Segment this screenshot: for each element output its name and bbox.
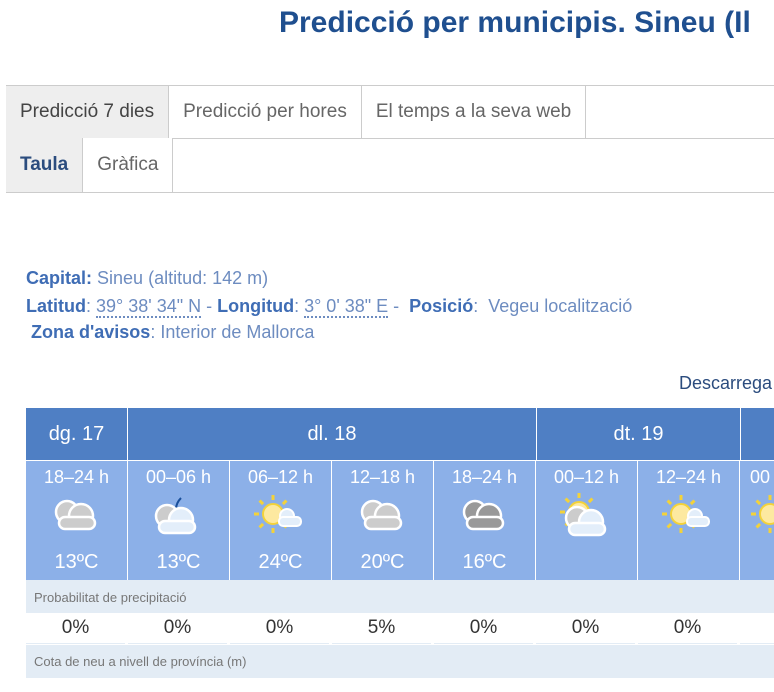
sun-icon — [740, 495, 774, 542]
location-link[interactable]: Vegeu localització — [488, 296, 633, 316]
period-cell: 12–18 h 20ºC — [332, 461, 433, 580]
lat-value: 39° 38' 34" N — [96, 296, 202, 318]
sub-tabs: Taula Gràfica — [6, 138, 774, 193]
precip-label: Probabilitat de precipitació — [26, 580, 774, 613]
period-cell: 00–12 h — [536, 461, 637, 580]
snow-value — [740, 678, 774, 692]
lon-value: 3° 0' 38" E — [304, 296, 389, 318]
cloudy-icon — [351, 499, 415, 542]
period-cell: 00–06 h 13ºC — [128, 461, 229, 580]
tab-7-day[interactable]: Predicció 7 dies — [6, 86, 170, 138]
precip-value: 0% — [434, 613, 533, 644]
precip-value — [740, 613, 774, 644]
precip-value: 0% — [26, 613, 125, 644]
sun-cloud-icon — [657, 495, 721, 542]
period-cell: 06–12 h 24ºC — [230, 461, 331, 580]
period-cell: 18–24 h 16ºC — [434, 461, 535, 580]
temperature: 13ºC — [156, 551, 201, 573]
sun-cloud-icon — [249, 495, 313, 542]
zone-label: Zona d'avisos — [31, 322, 151, 342]
zone-value: Interior de Mallorca — [160, 322, 315, 342]
zone-line: Zona d'avisos: Interior de Mallorca — [31, 322, 315, 342]
cloudy-icon — [45, 499, 109, 542]
snow-value — [230, 678, 329, 692]
main-tabs: Predicció 7 dies Predicció per hores El … — [6, 85, 774, 139]
tab-hourly[interactable]: Predicció per hores — [169, 86, 362, 138]
precip-value: 0% — [128, 613, 227, 644]
period-time: 00–06 h — [145, 467, 212, 487]
snow-value — [638, 678, 737, 692]
day-header: dl. 18 — [128, 408, 536, 460]
tab-chart[interactable]: Gràfica — [83, 138, 174, 192]
capital-value: Sineu (altitud: 142 m) — [97, 268, 269, 288]
precip-value: 5% — [332, 613, 431, 644]
period-time: 18–24 h — [451, 467, 518, 487]
lon-label: Longitud — [217, 296, 295, 316]
snow-value — [332, 678, 431, 692]
tab-web[interactable]: El temps a la seva web — [361, 86, 587, 138]
period-time: 18–24 h — [43, 467, 110, 487]
period-cell: 12–24 h — [638, 461, 739, 580]
period-cell: 18–24 h 13ºC — [26, 461, 127, 580]
snow-label: Cota de neu a nivell de província (m) — [26, 645, 774, 678]
night-cloudy-icon — [147, 497, 211, 542]
period-time: 12–24 h — [655, 467, 722, 487]
temperature: 24ºC — [258, 551, 303, 573]
period-time: 00 — [749, 467, 771, 487]
period-time: 06–12 h — [247, 467, 314, 487]
capital-label: Capital: — [26, 268, 93, 288]
precip-value: 0% — [230, 613, 329, 644]
page-title: Predicció per municipis. Sineu (Il — [279, 6, 751, 39]
capital-line: Capital: Sineu (altitud: 142 m) — [26, 268, 268, 289]
precip-value: 0% — [638, 613, 737, 644]
temperature: 16ºC — [462, 551, 507, 573]
pos-label: Posició — [409, 296, 474, 316]
coords-line: Latitud: 39° 38' 34" N - Longitud: 3° 0'… — [26, 296, 633, 318]
period-cell: 00 — [740, 461, 774, 580]
lat-label: Latitud — [26, 296, 86, 316]
download-link[interactable]: Descarrega — [679, 373, 773, 393]
day-header: dt. 19 — [537, 408, 740, 460]
tab-table[interactable]: Taula — [6, 138, 84, 192]
day-header — [741, 408, 774, 460]
precip-value: 0% — [536, 613, 635, 644]
snow-value — [26, 678, 125, 692]
snow-value — [536, 678, 635, 692]
period-time: 00–12 h — [553, 467, 620, 487]
snow-value — [434, 678, 533, 692]
snow-value — [128, 678, 227, 692]
day-header: dg. 17 — [26, 408, 127, 460]
temperature: 20ºC — [360, 551, 405, 573]
sun-cloudy-icon — [555, 493, 619, 542]
temperature: 13ºC — [54, 551, 99, 573]
period-time: 12–18 h — [349, 467, 416, 487]
overcast-icon — [453, 499, 517, 542]
